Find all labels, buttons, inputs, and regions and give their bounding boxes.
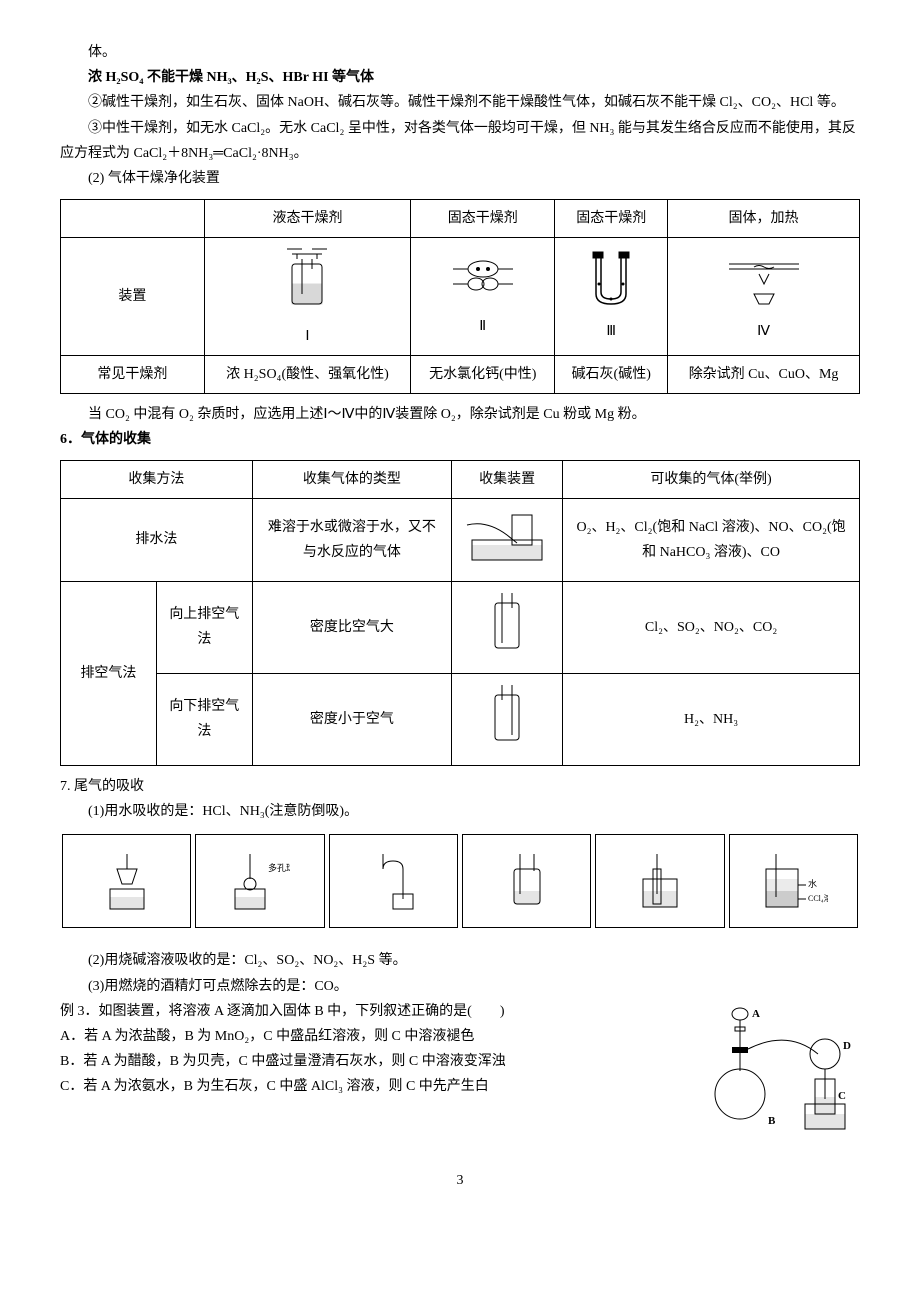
body-text: (2)用烧碱溶液吸收的是：Cl₂、SO₂、NO₂、H₂S 等。 bbox=[60, 948, 860, 973]
table-header: 可收集的气体(举例) bbox=[563, 461, 860, 499]
absorb-fig-5 bbox=[595, 834, 724, 928]
body-text: (3)用燃烧的酒精灯可点燃除去的是：CO。 bbox=[60, 974, 860, 999]
tail-gas-diagrams: 多孔球泡 水 CCl₄溶 bbox=[60, 834, 860, 928]
apparatus-label: Ⅳ bbox=[678, 319, 849, 344]
apparatus-cell bbox=[452, 499, 563, 581]
example-apparatus-icon: A B D C bbox=[710, 999, 860, 1139]
table-cell: Cl₂、SO₂、NO₂、CO₂ bbox=[563, 581, 860, 673]
body-text: ③中性干燥剂，如无水 CaCl₂。无水 CaCl₂ 呈中性，对各类气体一般均可干… bbox=[60, 116, 860, 166]
table-cell: 向下排空气法 bbox=[156, 673, 252, 765]
table-cell: 密度比空气大 bbox=[252, 581, 451, 673]
table-cell: 常见干燥剂 bbox=[61, 355, 205, 393]
apparatus-cell: Ⅱ bbox=[411, 238, 555, 355]
water-displacement-icon bbox=[462, 505, 552, 565]
page-number: 3 bbox=[60, 1168, 860, 1193]
table-header: 收集装置 bbox=[452, 461, 563, 499]
body-text: 当 CO₂ 中混有 O₂ 杂质时，应选用上述Ⅰ～Ⅳ中的Ⅳ装置除 O₂，除杂试剂是… bbox=[60, 402, 860, 427]
body-text-bold: 浓 H₂SO₄ 不能干燥 NH₃、H₂S、HBr HI 等气体 bbox=[60, 65, 860, 90]
table-cell: 密度小于空气 bbox=[252, 673, 451, 765]
porous-bulb-icon: 多孔球泡 bbox=[230, 849, 290, 914]
apparatus-label: Ⅰ bbox=[215, 324, 400, 349]
gas-collection-table: 收集方法 收集气体的类型 收集装置 可收集的气体(举例) 排水法 难溶于水或微溶… bbox=[60, 460, 860, 766]
table-header: 收集方法 bbox=[61, 461, 253, 499]
table-header: 液态干燥剂 bbox=[204, 200, 410, 238]
downward-air-icon bbox=[477, 680, 537, 750]
label-text: 多孔球泡 bbox=[268, 862, 290, 873]
apparatus-cell bbox=[452, 673, 563, 765]
table-header: 收集气体的类型 bbox=[252, 461, 451, 499]
example-apparatus-figure: A B D C bbox=[710, 999, 860, 1148]
svg-text:B: B bbox=[768, 1115, 776, 1127]
layered-beaker-icon: 水 CCl₄溶液 bbox=[758, 849, 828, 914]
table-cell: 装置 bbox=[61, 238, 205, 355]
body-text: ②碱性干燥剂，如生石灰、固体 NaOH、碱石灰等。碱性干燥剂不能干燥酸性气体，如… bbox=[60, 90, 860, 115]
absorb-fig-1 bbox=[62, 834, 191, 928]
apparatus-cell bbox=[452, 581, 563, 673]
table-cell: 排水法 bbox=[61, 499, 253, 581]
table-cell: 排空气法 bbox=[61, 581, 157, 765]
table-cell: 难溶于水或微溶于水，又不与水反应的气体 bbox=[252, 499, 451, 581]
body-text: 体。 bbox=[60, 40, 860, 65]
table-cell: 向上排空气法 bbox=[156, 581, 252, 673]
absorb-fig-4 bbox=[462, 834, 591, 928]
body-text: (1)用水吸收的是：HCl、NH₃(注意防倒吸)。 bbox=[60, 799, 860, 824]
table-header: 固体，加热 bbox=[668, 200, 860, 238]
apparatus-cell: Ⅲ bbox=[555, 238, 668, 355]
apparatus-label: Ⅲ bbox=[565, 319, 657, 344]
label-text: CCl₄溶液 bbox=[808, 893, 828, 903]
u-tube-icon bbox=[581, 249, 641, 309]
absorb-fig-6: 水 CCl₄溶液 bbox=[729, 834, 858, 928]
table-cell: 碱石灰(碱性) bbox=[555, 355, 668, 393]
apparatus-cell: Ⅳ bbox=[668, 238, 860, 355]
body-text: (2) 气体干燥净化装置 bbox=[60, 166, 860, 191]
safety-utube-icon bbox=[368, 849, 418, 914]
inverted-funnel-icon bbox=[102, 849, 152, 914]
safety-bottle-icon bbox=[502, 849, 552, 914]
table-header bbox=[61, 200, 205, 238]
section-heading: 7. 尾气的吸收 bbox=[60, 774, 860, 799]
gas-wash-bottle-icon bbox=[277, 244, 337, 314]
apparatus-cell: Ⅰ bbox=[204, 238, 410, 355]
table-cell: O₂、H₂、Cl₂(饱和 NaCl 溶液)、NO、CO₂(饱和 NaHCO₃ 溶… bbox=[563, 499, 860, 581]
tube-in-beaker-icon bbox=[635, 849, 685, 914]
section-heading: 6．气体的收集 bbox=[60, 427, 860, 452]
svg-text:A: A bbox=[752, 1008, 760, 1020]
absorb-fig-2: 多孔球泡 bbox=[195, 834, 324, 928]
absorb-fig-3 bbox=[329, 834, 458, 928]
table-header: 固态干燥剂 bbox=[411, 200, 555, 238]
drying-apparatus-table: 液态干燥剂 固态干燥剂 固态干燥剂 固体，加热 装置 Ⅰ bbox=[60, 199, 860, 394]
table-cell: 无水氯化钙(中性) bbox=[411, 355, 555, 393]
svg-text:C: C bbox=[838, 1090, 846, 1102]
table-header: 固态干燥剂 bbox=[555, 200, 668, 238]
svg-text:D: D bbox=[843, 1040, 851, 1052]
upward-air-icon bbox=[477, 588, 537, 658]
heated-tube-icon bbox=[724, 249, 804, 309]
table-cell: 除杂试剂 Cu、CuO、Mg bbox=[668, 355, 860, 393]
table-cell: 浓 H₂SO₄(酸性、强氧化性) bbox=[204, 355, 410, 393]
table-cell: H₂、NH₃ bbox=[563, 673, 860, 765]
apparatus-label: Ⅱ bbox=[421, 314, 544, 339]
label-text: 水 bbox=[808, 878, 817, 889]
drying-tube-icon bbox=[448, 254, 518, 304]
